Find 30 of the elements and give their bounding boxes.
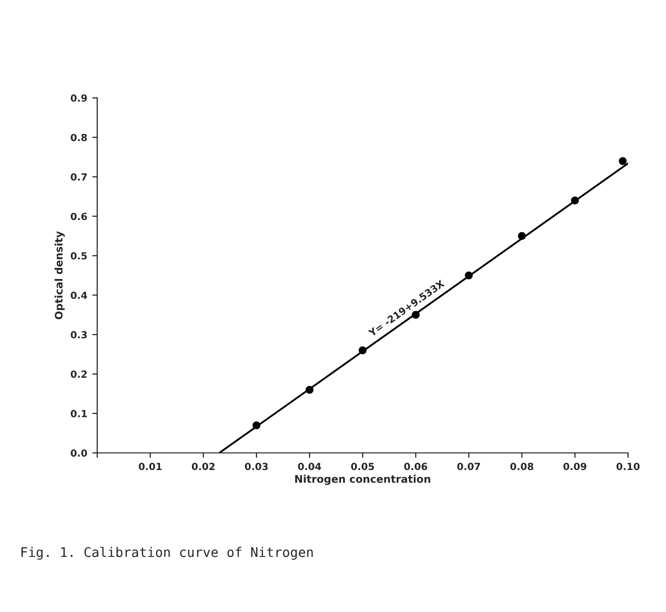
- y-tick-label: 0.2: [70, 370, 87, 378]
- point: [358, 346, 367, 354]
- y-tick-label: 0.1: [70, 410, 87, 418]
- y-tick-label: 0.4: [70, 292, 88, 299]
- x-tick-label: 0.09: [563, 462, 586, 470]
- y-tick-label: 0.3: [70, 331, 87, 338]
- point: [618, 157, 627, 165]
- x-tick-label: 0.04: [298, 462, 322, 470]
- y-tick-label: 0.0: [70, 449, 88, 457]
- point: [518, 232, 526, 240]
- point: [306, 386, 314, 394]
- y-tick-label: 0.8: [70, 134, 87, 142]
- caption: Fig. 1. Calibration curve of Nitrogen: [21, 546, 313, 560]
- x-tick-label: 0.08: [510, 462, 534, 470]
- y-tick-label: 0.7: [70, 173, 87, 181]
- y-axis-title: Optical density: [54, 231, 65, 320]
- point: [464, 271, 473, 280]
- x-tick-label: 0.02: [192, 462, 215, 470]
- x-tick-label: 0.07: [457, 462, 480, 470]
- x-tick-label: 0.10: [616, 462, 640, 470]
- y-tick-label: 0.9: [70, 94, 87, 102]
- x-tick-label: 0.01: [138, 462, 162, 470]
- x-tick-label: 0.05: [351, 462, 374, 470]
- y-tick-label: 0.6: [70, 212, 87, 220]
- y-tick-label: 0.5: [70, 252, 87, 260]
- x-axis-title: Nitrogen concentration: [295, 474, 430, 485]
- x-tick-label: 0.06: [404, 462, 428, 470]
- point: [252, 421, 260, 430]
- point: [571, 196, 579, 204]
- x-tick-label: 0.03: [244, 462, 268, 470]
